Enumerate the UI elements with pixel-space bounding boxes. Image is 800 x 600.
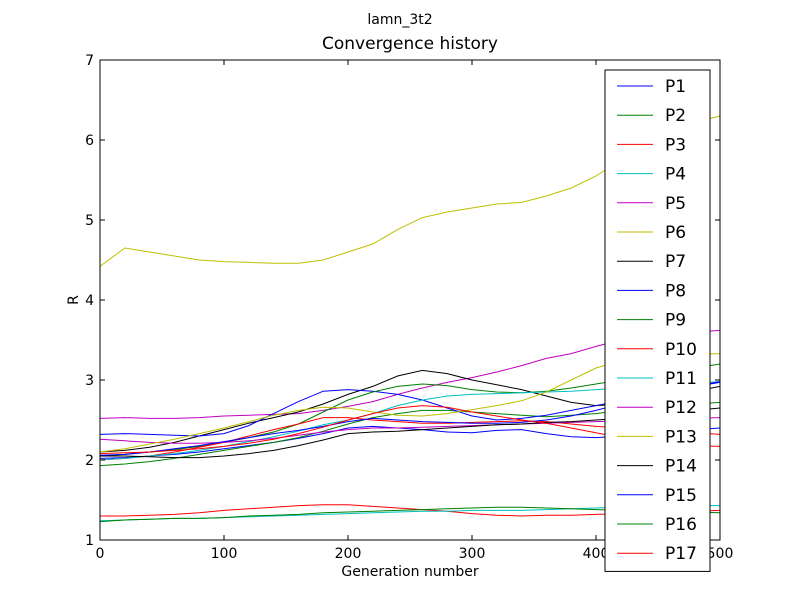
- legend-label-p16: P16: [665, 515, 697, 535]
- x-tick-label: 500: [707, 546, 734, 562]
- legend-label-p14: P14: [665, 457, 697, 477]
- x-tick-label: 0: [96, 546, 105, 562]
- y-axis-label: R: [66, 295, 82, 305]
- legend-box: [604, 69, 711, 572]
- legend: P1 P2 P3 P4 P5 P6 P7 P8 P9 P10 P11 P12 P13 P14 P15 P16 P…: [604, 69, 711, 572]
- legend-label-p17: P17: [665, 544, 697, 564]
- legend-label-p4: P4: [665, 165, 686, 185]
- legend-label-p5: P5: [665, 194, 686, 214]
- legend-label-p12: P12: [665, 398, 697, 418]
- legend-label-p1: P1: [665, 77, 686, 97]
- chart-title: Convergence history: [322, 34, 498, 54]
- legend-label-p8: P8: [665, 281, 686, 301]
- legend-label-p9: P9: [665, 311, 686, 331]
- x-tick-label: 300: [459, 546, 486, 562]
- y-tick-label: 5: [85, 213, 94, 229]
- x-axis-label: Generation number: [341, 564, 478, 580]
- legend-label-p13: P13: [665, 427, 697, 447]
- legend-label-p6: P6: [665, 223, 686, 243]
- y-axis-ticks: 1 2 3 4 5 6 7: [85, 53, 720, 549]
- y-tick-label: 2: [85, 453, 94, 469]
- y-tick-label: 7: [85, 53, 94, 69]
- x-tick-label: 100: [211, 546, 238, 562]
- legend-label-p10: P10: [665, 340, 697, 360]
- legend-label-p15: P15: [665, 486, 697, 506]
- y-tick-label: 1: [85, 533, 94, 549]
- x-tick-label: 200: [335, 546, 362, 562]
- y-tick-label: 6: [85, 133, 94, 149]
- y-tick-label: 3: [85, 373, 94, 389]
- legend-label-p11: P11: [665, 369, 697, 389]
- chart-suptitle: lamn_3t2: [367, 12, 432, 28]
- legend-label-p7: P7: [665, 252, 686, 272]
- y-tick-label: 4: [85, 293, 94, 309]
- x-axis-ticks: 0 100 200 300 400 500: [96, 60, 734, 562]
- x-tick-label: 400: [583, 546, 610, 562]
- legend-label-p3: P3: [665, 135, 686, 155]
- legend-label-p2: P2: [665, 106, 686, 126]
